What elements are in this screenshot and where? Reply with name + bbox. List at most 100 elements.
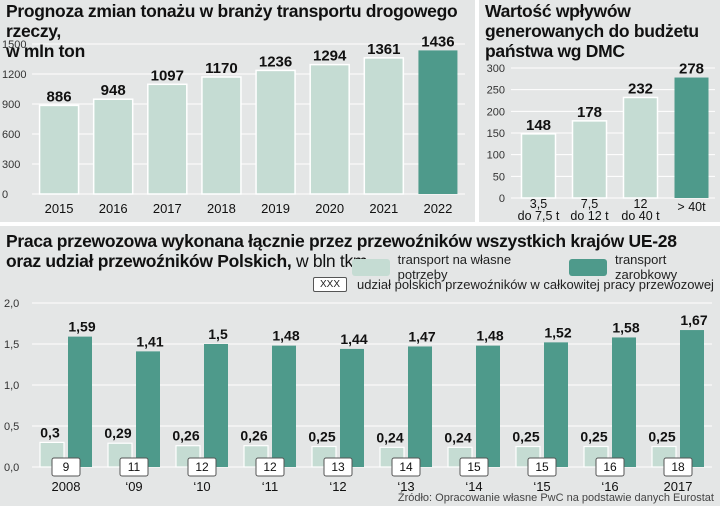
data-label-own-account: 0,26: [240, 428, 267, 444]
data-label-hire-reward: 1,48: [476, 328, 503, 344]
bar-hire-reward-‘12: [340, 348, 364, 467]
bar-> 40t: [674, 77, 709, 198]
bar-hire-reward-‘15: [544, 342, 568, 467]
x-tick-label: 2022: [423, 201, 452, 216]
x-tick-label: 2017: [153, 201, 182, 216]
x-tick-label: 2021: [369, 201, 398, 216]
transport-work-chart-panel: Praca przewozowa wykonana łącznie przez …: [0, 226, 720, 506]
x-tick-sublabel: do 12 t: [570, 209, 609, 223]
data-label-own-account: 0,25: [580, 429, 607, 445]
legend-label-hire-reward: transport zarobkowy: [615, 252, 678, 282]
x-tick-label: 2015: [45, 201, 74, 216]
x-tick-label: 2019: [261, 201, 290, 216]
legend-label-own-account: transport na własne potrzeby: [397, 252, 512, 282]
x-tick-label: ‘09: [125, 479, 142, 494]
polish-share-legend: XXX udział polskich przewoźników w całko…: [313, 277, 714, 292]
polish-share-box: [391, 457, 421, 477]
polish-share-value: 18: [671, 460, 685, 474]
x-tick-label: 2018: [207, 201, 236, 216]
x-tick-label: ‘16: [601, 479, 618, 494]
transport-work-title-bold: oraz udział przewoźników Polskich,: [6, 251, 292, 271]
data-label-own-account: 0,24: [376, 429, 403, 445]
bar-2020: [309, 63, 350, 195]
y-tick-label: 50: [493, 171, 505, 183]
bar-2017: [147, 83, 188, 195]
data-label: 1170: [205, 60, 238, 77]
y-tick-label: 1500: [2, 39, 26, 51]
bar-hire-reward-‘11: [272, 345, 296, 467]
data-label-own-account: 0,29: [104, 425, 131, 441]
data-label: 886: [47, 88, 72, 105]
y-tick-label: 1,5: [4, 339, 19, 351]
x-tick-label: 2020: [315, 201, 344, 216]
bar-2021: [363, 57, 405, 195]
data-label-hire-reward: 1,48: [272, 328, 299, 344]
x-tick-label: ‘10: [193, 479, 210, 494]
x-tick-label: 2017: [664, 479, 693, 494]
x-tick-label: 7,5: [581, 197, 598, 211]
polish-share-box: [595, 457, 625, 477]
data-label-hire-reward: 1,67: [680, 312, 707, 328]
polish-share-value: 14: [399, 460, 413, 474]
polish-share-box: [527, 457, 557, 477]
y-tick-label: 300: [2, 159, 20, 171]
bar-2018: [201, 76, 242, 195]
data-label-own-account: 0,3: [40, 424, 60, 440]
polish-share-value: 9: [63, 460, 70, 474]
data-label: 1236: [259, 53, 292, 70]
transport-work-chart-svg: 0,0 0,5 1,0 1,5 2,0 0,3 1,59 9 2008 0,29 1,41 11 ‘09…: [4, 298, 712, 494]
x-tick-label: ‘15: [533, 479, 550, 494]
bar-hire-reward-‘10: [204, 344, 228, 467]
bar-7,5: [571, 120, 608, 199]
polish-share-box: [663, 457, 693, 477]
polish-share-box: [51, 457, 81, 477]
data-label-own-account: 0,24: [444, 429, 471, 445]
x-tick-label: ‘14: [465, 479, 482, 494]
bar-hire-reward-‘14: [476, 345, 500, 467]
y-tick-label: 0,0: [4, 462, 19, 474]
x-tick-label: ‘11: [262, 479, 278, 494]
data-label: 948: [101, 82, 126, 99]
x-tick-label: 12: [634, 197, 648, 211]
y-tick-label: 300: [487, 63, 505, 75]
y-tick-label: 0: [2, 189, 8, 201]
x-tick-label: 3,5: [530, 197, 547, 211]
bar-hire-reward-2017: [680, 330, 704, 467]
x-tick-sublabel: do 40 t: [621, 209, 660, 223]
polish-share-value: 12: [195, 460, 209, 474]
data-label-hire-reward: 1,47: [408, 328, 435, 344]
polish-share-box: [459, 457, 489, 477]
data-label-own-account: 0,26: [172, 428, 199, 444]
bar-hire-reward-‘13: [408, 346, 432, 467]
transport-work-title-line2: oraz udział przewoźników Polskich, w bln…: [6, 251, 677, 271]
bar-2022: [418, 50, 458, 195]
polish-share-value: 15: [535, 460, 549, 474]
y-tick-label: 150: [487, 128, 505, 140]
dmc-title-line2: generowanych do budżetu: [485, 21, 699, 41]
data-label-own-account: 0,25: [512, 429, 539, 445]
data-label-own-account: 0,25: [308, 429, 335, 445]
polish-share-value: 13: [331, 460, 345, 474]
tonnage-title-line1: Prognoza zmian tonażu w branży transport…: [6, 1, 458, 41]
polish-share-legend-label: udział polskich przewoźników w całkowite…: [357, 277, 714, 292]
data-label: 232: [628, 80, 653, 97]
legend-swatch-hire-reward: [569, 258, 608, 276]
transport-work-chart-title: Praca przewozowa wykonana łącznie przez …: [6, 231, 677, 271]
data-label-hire-reward: 1,44: [340, 331, 367, 347]
data-label: 1361: [367, 41, 400, 58]
dmc-chart-title: Wartość wpływów generowanych do budżetu …: [485, 1, 699, 61]
polish-share-legend-box: XXX: [313, 277, 348, 292]
y-tick-label: 250: [487, 85, 505, 97]
polish-share-value: 16: [603, 460, 617, 474]
series-legend: transport na własne potrzeby transport z…: [352, 252, 720, 282]
bar-3,5: [520, 133, 557, 199]
y-tick-label: 0,5: [4, 421, 19, 433]
polish-share-box: [323, 457, 353, 477]
y-tick-label: 0: [499, 193, 505, 205]
tonnage-title-line2: w mln ton: [6, 41, 85, 61]
data-label-hire-reward: 1,52: [544, 324, 571, 340]
y-tick-label: 200: [487, 106, 505, 118]
y-tick-label: 1,0: [4, 380, 19, 392]
y-tick-label: 1200: [2, 69, 26, 81]
